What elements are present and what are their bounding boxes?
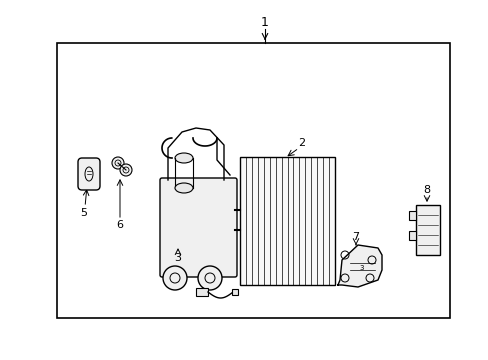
Ellipse shape	[175, 153, 193, 163]
Circle shape	[120, 164, 132, 176]
Bar	[240, 157, 334, 285]
FancyBboxPatch shape	[160, 178, 237, 277]
Bar	[231, 289, 238, 295]
Text: 2: 2	[298, 138, 305, 148]
Circle shape	[163, 266, 186, 290]
Text: 7: 7	[352, 232, 359, 242]
Text: 3: 3	[359, 265, 364, 271]
Bar	[408, 211, 415, 220]
Text: 3: 3	[174, 253, 181, 263]
Ellipse shape	[175, 183, 193, 193]
Text: 6: 6	[116, 220, 123, 230]
FancyBboxPatch shape	[78, 158, 100, 190]
Bar	[196, 288, 207, 296]
Circle shape	[198, 266, 222, 290]
Bar	[415, 205, 439, 255]
Text: 5: 5	[81, 208, 87, 218]
Text: 1: 1	[261, 15, 268, 28]
Text: 8: 8	[423, 185, 429, 195]
Circle shape	[112, 157, 124, 169]
Text: 4: 4	[209, 267, 216, 277]
Bar	[408, 231, 415, 240]
Polygon shape	[337, 245, 381, 287]
Bar	[57, 43, 449, 318]
